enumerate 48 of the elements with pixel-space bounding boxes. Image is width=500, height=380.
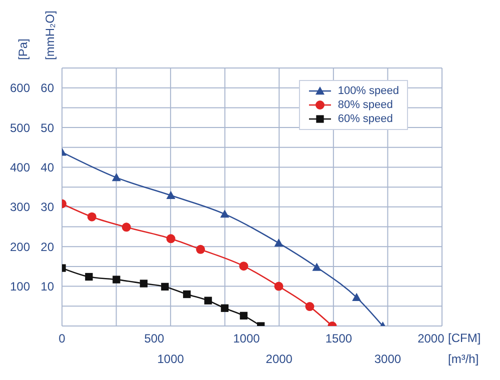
y-tick-label: 300 xyxy=(10,200,30,214)
point xyxy=(161,282,169,291)
point xyxy=(274,238,284,247)
y-tick-label: 200 xyxy=(10,240,30,254)
point xyxy=(166,234,176,244)
point xyxy=(220,210,230,218)
point xyxy=(239,262,248,271)
point xyxy=(87,212,96,222)
y-tick-label: 400 xyxy=(10,160,30,174)
y2-tick-label: 30 xyxy=(40,200,54,214)
point xyxy=(112,276,120,284)
point xyxy=(166,190,176,200)
legend-label: 100% speed xyxy=(338,85,399,97)
point xyxy=(240,312,248,320)
x2-tick-label: 2000 xyxy=(266,352,293,366)
point xyxy=(352,292,362,302)
legend-label: 80% speed xyxy=(338,99,393,111)
point xyxy=(85,272,93,281)
y2-tick-label: 50 xyxy=(40,120,54,135)
x2-tick-label: 3000 xyxy=(374,352,402,366)
x-tick-label: 2000 xyxy=(418,332,445,346)
y-tick-label: 500 xyxy=(10,120,30,135)
y-tick-label: 600 xyxy=(10,81,30,96)
x2-axis-title: [m³/h] xyxy=(448,352,479,366)
point xyxy=(274,282,284,291)
x-tick-label: 500 xyxy=(144,332,165,346)
legend-label: 60% speed xyxy=(338,113,393,125)
point xyxy=(122,222,131,232)
y2-tick-label: 60 xyxy=(40,81,54,96)
y-axis-title: [Pa] xyxy=(16,38,30,60)
y2-axis-title: [mmH₂O] xyxy=(43,10,57,60)
y2-tick-label: 40 xyxy=(40,160,54,174)
point xyxy=(196,244,206,254)
point xyxy=(112,173,121,182)
point xyxy=(305,302,314,312)
point xyxy=(183,290,191,298)
point xyxy=(312,262,322,271)
x-tick-label: 1000 xyxy=(233,332,260,346)
x-tick-label: 0 xyxy=(58,332,66,346)
point xyxy=(140,280,148,288)
point xyxy=(204,296,212,304)
y2-tick-label: 10 xyxy=(40,280,54,294)
y2-tick-label: 20 xyxy=(40,240,54,254)
y-tick-label: 100 xyxy=(10,280,30,294)
x2-tick-label: 1000 xyxy=(157,352,184,366)
point xyxy=(220,304,229,312)
x-axis-title: [CFM] xyxy=(448,331,481,345)
x-tick-label: 1500 xyxy=(325,332,352,346)
